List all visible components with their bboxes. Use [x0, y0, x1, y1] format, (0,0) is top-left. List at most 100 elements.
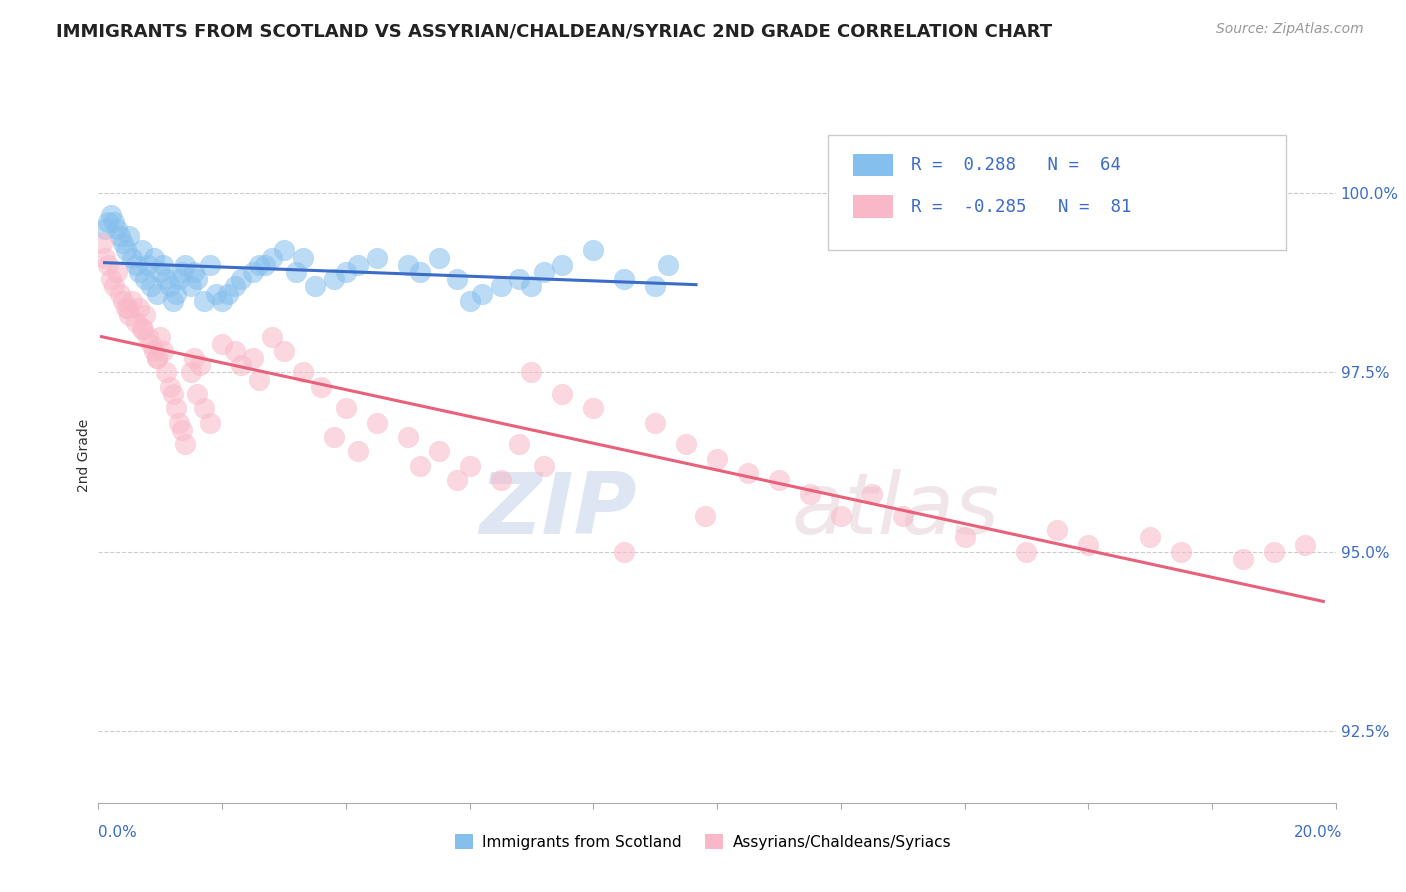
Point: [1294, 538, 1316, 552]
Point: [186, 272, 208, 286]
Point: [613, 545, 636, 559]
FancyBboxPatch shape: [828, 135, 1286, 250]
Point: [706, 451, 728, 466]
Point: [170, 423, 193, 437]
Point: [229, 358, 252, 372]
Point: [582, 401, 605, 416]
Point: [737, 466, 759, 480]
Point: [149, 265, 172, 279]
Point: [260, 329, 283, 343]
Point: [396, 258, 419, 272]
Point: [446, 272, 468, 286]
Point: [124, 315, 146, 329]
Point: [162, 387, 184, 401]
Point: [254, 258, 277, 272]
Point: [366, 251, 388, 265]
Point: [131, 322, 153, 336]
Point: [613, 272, 636, 286]
Point: [118, 229, 141, 244]
Point: [121, 251, 143, 265]
Point: [174, 258, 197, 272]
FancyBboxPatch shape: [853, 195, 893, 218]
Point: [347, 444, 370, 458]
Text: R =  -0.285   N =  81: R = -0.285 N = 81: [911, 197, 1132, 216]
Point: [155, 272, 177, 286]
Point: [551, 387, 574, 401]
Point: [242, 265, 264, 279]
Point: [657, 258, 679, 272]
Point: [108, 229, 131, 244]
Point: [134, 272, 156, 286]
Point: [121, 293, 143, 308]
Point: [335, 401, 357, 416]
Point: [347, 258, 370, 272]
Text: atlas: atlas: [792, 469, 1000, 552]
Point: [409, 458, 432, 473]
Text: ZIP: ZIP: [479, 469, 637, 552]
Text: 0.0%: 0.0%: [98, 825, 138, 840]
Point: [186, 387, 208, 401]
Point: [427, 444, 450, 458]
Point: [335, 265, 357, 279]
Point: [198, 258, 221, 272]
Point: [273, 343, 295, 358]
Point: [693, 508, 716, 523]
Point: [139, 336, 162, 351]
Point: [508, 272, 530, 286]
Point: [322, 430, 344, 444]
Point: [180, 279, 202, 293]
Point: [768, 473, 790, 487]
Point: [100, 272, 122, 286]
Point: [247, 373, 270, 387]
Point: [100, 208, 122, 222]
Point: [211, 336, 233, 351]
Point: [644, 416, 666, 430]
Point: [167, 416, 190, 430]
Point: [105, 265, 128, 279]
Point: [471, 286, 494, 301]
Point: [273, 244, 295, 258]
Legend: Immigrants from Scotland, Assyrians/Chaldeans/Syriacs: Immigrants from Scotland, Assyrians/Chal…: [449, 828, 957, 855]
Point: [132, 322, 155, 336]
Point: [224, 279, 246, 293]
Point: [136, 329, 159, 343]
Point: [183, 351, 205, 365]
Point: [162, 293, 184, 308]
Point: [146, 351, 169, 365]
Point: [285, 265, 308, 279]
Point: [193, 401, 215, 416]
Point: [1263, 545, 1285, 559]
Point: [165, 401, 187, 416]
Text: 20.0%: 20.0%: [1295, 825, 1343, 840]
Point: [146, 286, 169, 301]
Point: [152, 343, 174, 358]
Point: [159, 380, 181, 394]
Point: [115, 244, 138, 258]
Point: [260, 251, 283, 265]
Point: [551, 258, 574, 272]
Point: [149, 329, 172, 343]
Point: [489, 279, 512, 293]
Point: [224, 343, 246, 358]
Point: [446, 473, 468, 487]
Point: [1046, 523, 1069, 537]
Point: [103, 215, 125, 229]
Point: [165, 286, 187, 301]
Point: [1170, 545, 1192, 559]
Point: [118, 308, 141, 322]
Point: [170, 265, 193, 279]
FancyBboxPatch shape: [853, 153, 893, 176]
Point: [93, 251, 115, 265]
Point: [108, 286, 131, 301]
Point: [152, 258, 174, 272]
Point: [247, 258, 270, 272]
Point: [891, 508, 914, 523]
Point: [427, 251, 450, 265]
Point: [190, 358, 212, 372]
Point: [117, 301, 139, 315]
Point: [143, 343, 166, 358]
Point: [242, 351, 264, 365]
Point: [309, 380, 332, 394]
Point: [205, 286, 228, 301]
Point: [128, 301, 150, 315]
